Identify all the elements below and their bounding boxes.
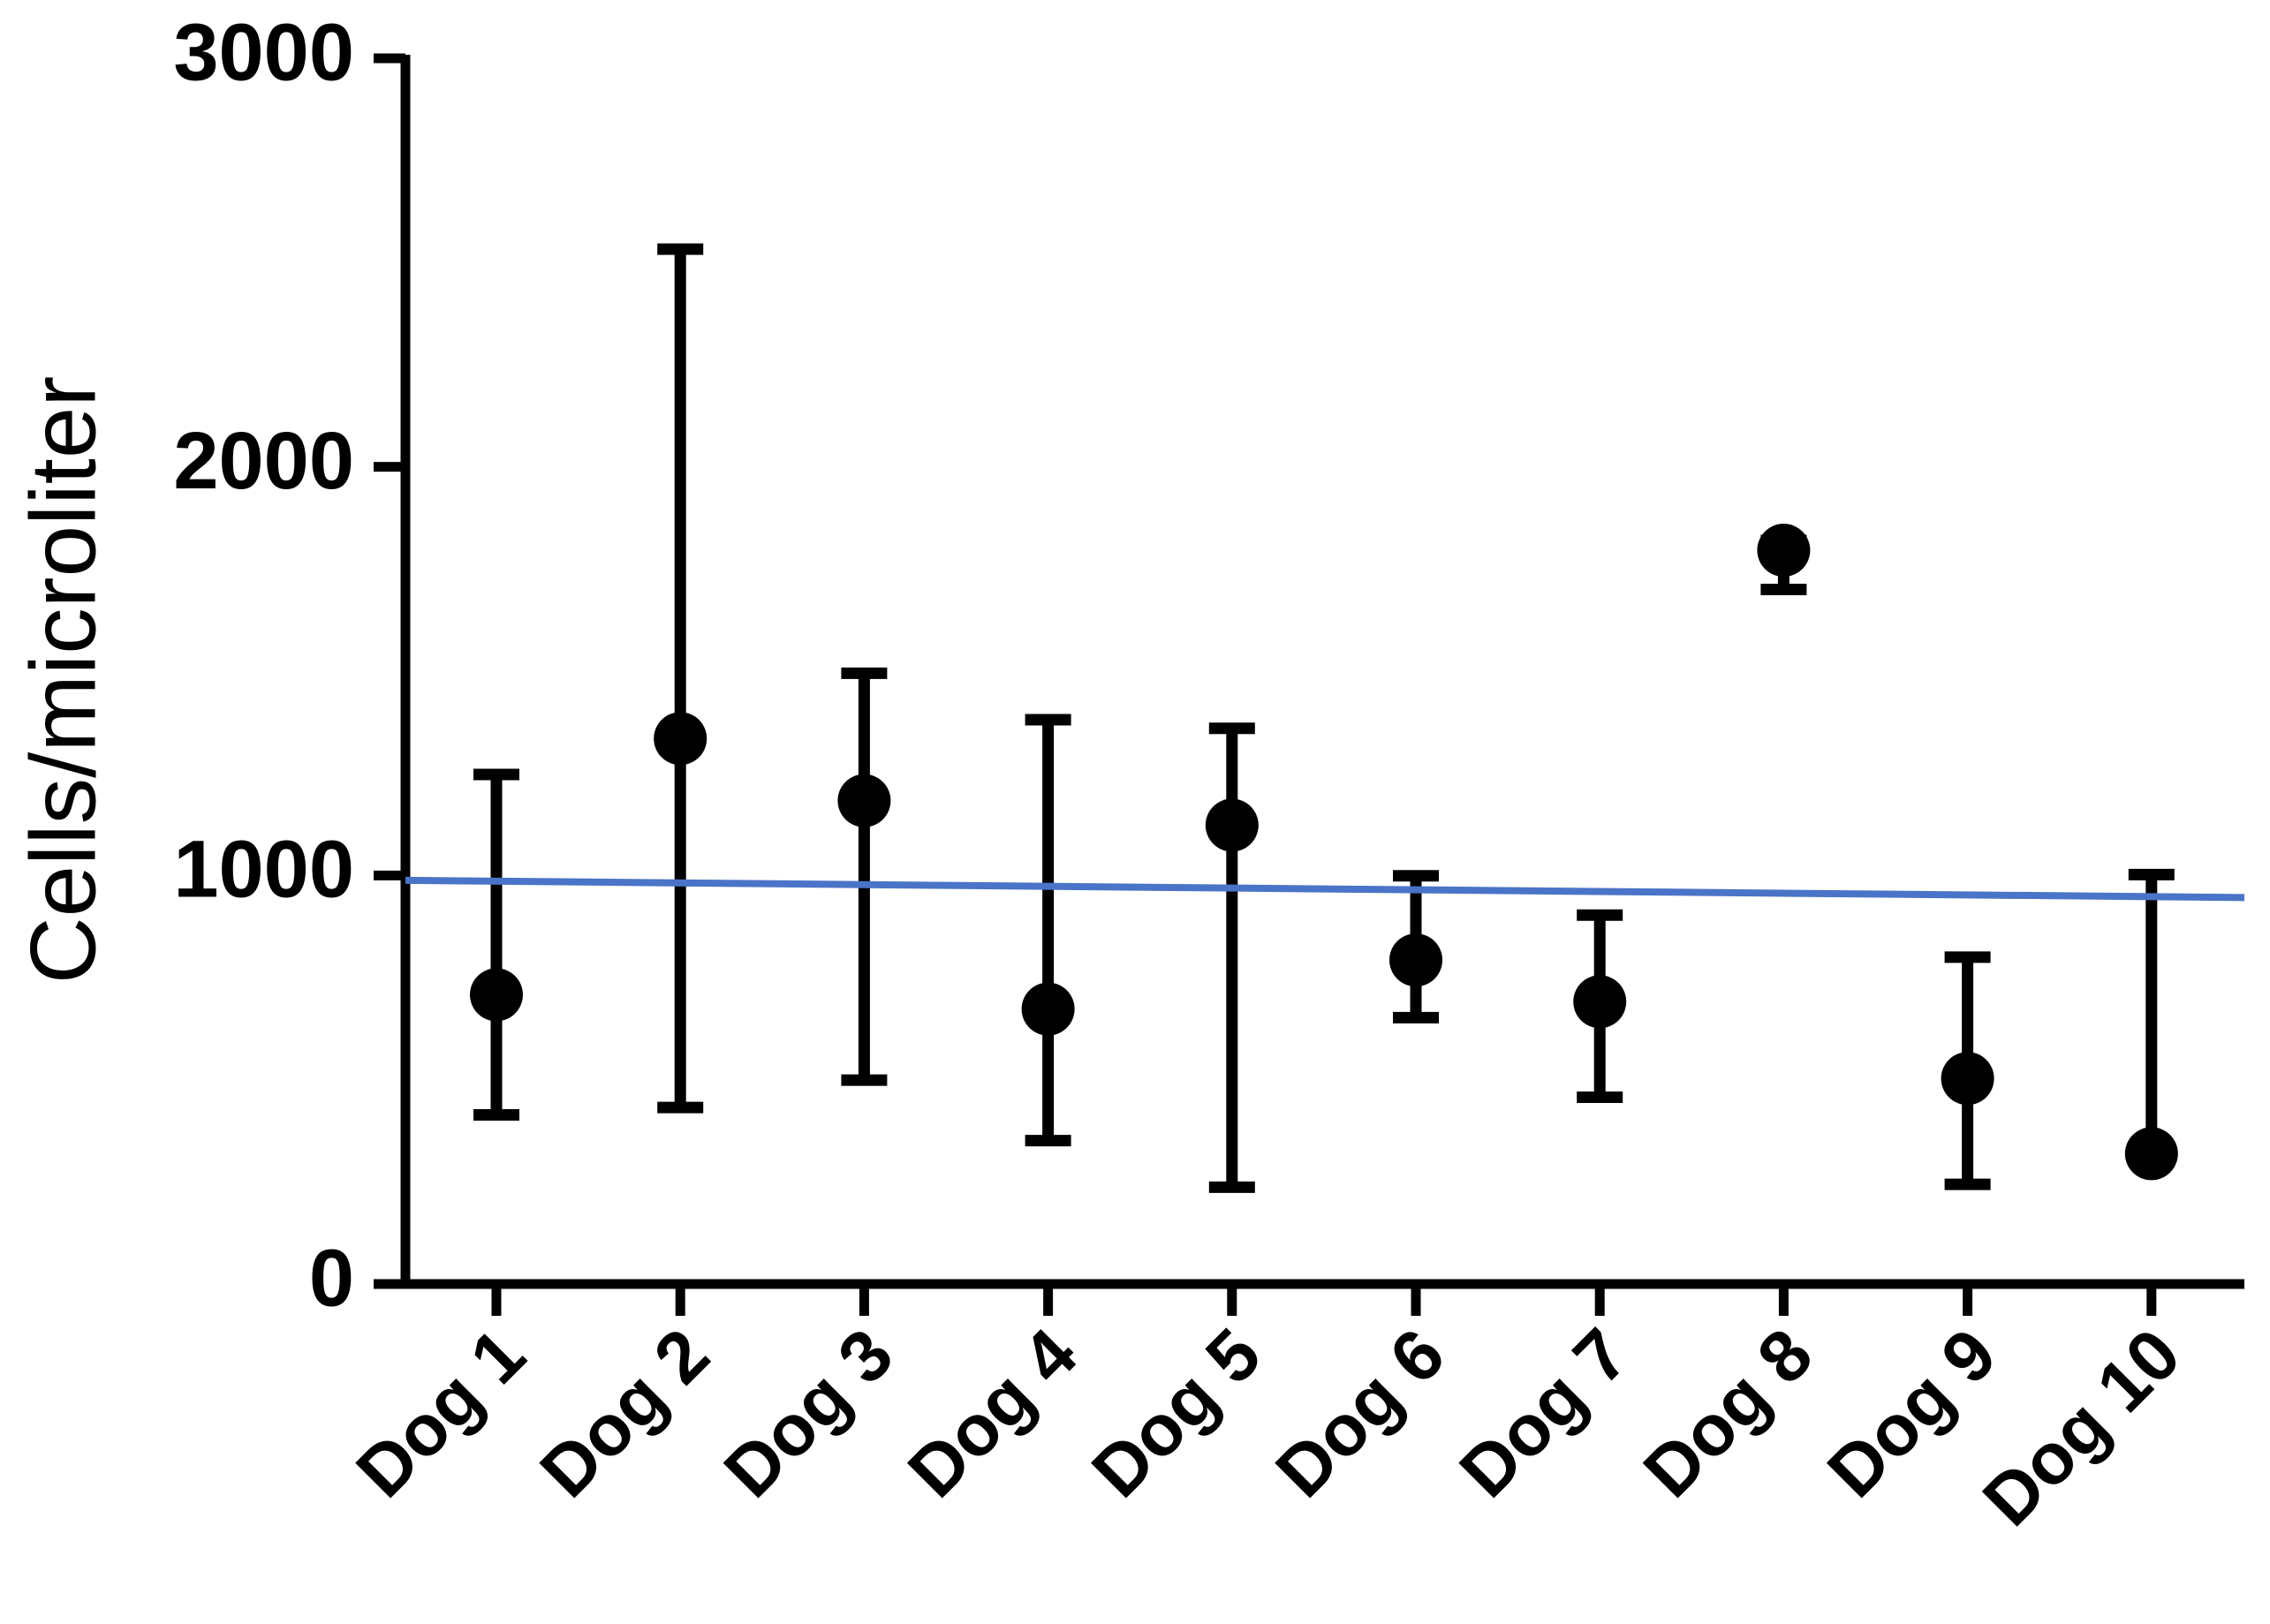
x-tick-label: Dog 7 bbox=[1445, 1314, 1644, 1513]
y-tick-label: 0 bbox=[309, 1233, 354, 1323]
x-tick-label: Dog 5 bbox=[1077, 1314, 1275, 1513]
dot bbox=[2124, 1127, 2178, 1181]
dot bbox=[1757, 524, 1811, 578]
dot bbox=[1389, 933, 1442, 987]
dot bbox=[837, 774, 891, 827]
y-axis-label: Cells/microliter bbox=[12, 376, 116, 984]
x-tick-label: Dog 10 bbox=[1968, 1314, 2196, 1542]
x-tick-label: Dog 4 bbox=[893, 1313, 1093, 1513]
x-tick-label: Dog 8 bbox=[1629, 1314, 1827, 1513]
dot bbox=[654, 712, 707, 766]
y-tick-label: 2000 bbox=[173, 416, 354, 506]
x-tick-label: Dog 3 bbox=[709, 1314, 908, 1513]
dot bbox=[470, 968, 523, 1022]
dot bbox=[1573, 975, 1627, 1029]
x-tick-label: Dog 2 bbox=[526, 1314, 724, 1513]
dot bbox=[1021, 982, 1075, 1036]
x-tick-label: Dog 6 bbox=[1261, 1314, 1460, 1513]
dot bbox=[1205, 798, 1259, 852]
x-tick-label: Dog 1 bbox=[342, 1314, 541, 1513]
y-tick-label: 1000 bbox=[173, 825, 354, 915]
trend-line bbox=[405, 876, 2245, 902]
dot bbox=[1941, 1052, 1994, 1106]
y-tick-label: 3000 bbox=[173, 7, 354, 97]
